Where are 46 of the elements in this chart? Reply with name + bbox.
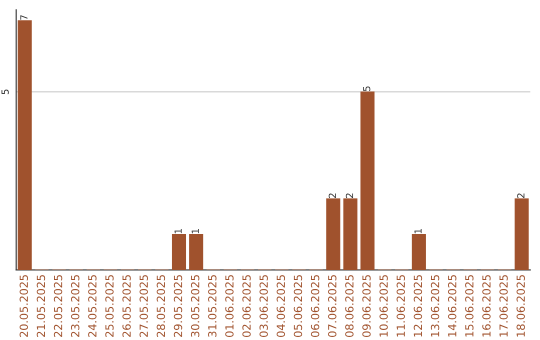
data-label: 1 <box>414 229 422 234</box>
x-tick-label: 30.05.2025 <box>190 275 200 337</box>
data-label: 2 <box>517 193 524 198</box>
x-tick-label: 03.06.2025 <box>259 275 268 338</box>
x-tick-label: 18.06.2025 <box>516 275 525 337</box>
x-tick-label: 24.05.2025 <box>88 275 97 337</box>
data-label: 2 <box>328 193 336 198</box>
x-tick-label: 02.06.2025 <box>242 275 251 338</box>
x-tick-label: 13.06.2025 <box>430 275 440 337</box>
x-tick-label: 23.05.2025 <box>70 275 80 337</box>
x-tick-label: 14.06.2025 <box>448 275 456 337</box>
x-tick-label: 12.06.2025 <box>414 275 422 337</box>
x-tick-label: 11.06.2025 <box>396 275 405 337</box>
bar <box>326 198 340 270</box>
x-tick-label: 06.06.2025 <box>310 275 320 338</box>
data-label: 1 <box>174 229 182 234</box>
bar <box>343 198 358 270</box>
data-label: 1 <box>192 229 199 234</box>
x-tick-label: 31.05.2025 <box>208 275 216 337</box>
x-tick-label: 20.05.2025 <box>20 275 28 337</box>
bar <box>360 91 375 270</box>
bar <box>514 198 529 270</box>
x-tick-label: 16.06.2025 <box>482 275 491 337</box>
x-tick-label: 07.06.2025 <box>328 275 336 338</box>
x-tick-label: 22.05.2025 <box>54 275 62 337</box>
bar <box>172 234 186 270</box>
data-label: 2 <box>346 193 354 198</box>
bar <box>189 234 204 270</box>
x-tick-label: 21.05.2025 <box>36 275 46 337</box>
x-tick-label: 08.06.2025 <box>345 275 354 338</box>
x-tick-label: 09.06.2025 <box>362 275 371 338</box>
x-tick-label: 26.05.2025 <box>122 275 131 337</box>
bar <box>412 234 426 270</box>
x-tick-label: 01.06.2025 <box>225 275 234 338</box>
data-label: 5 <box>363 86 370 92</box>
x-tick-label: 27.05.2025 <box>140 275 148 337</box>
data-label: 7 <box>20 15 28 20</box>
x-tick-label: 25.05.2025 <box>105 275 114 337</box>
x-tick-label: 15.06.2025 <box>465 275 474 337</box>
x-tick-label: 10.06.2025 <box>379 275 388 337</box>
x-tick-label: 28.05.2025 <box>156 275 166 337</box>
x-tick-label: 04.06.2025 <box>276 275 286 338</box>
bar <box>18 20 32 270</box>
x-tick-label: 17.06.2025 <box>499 275 508 337</box>
x-tick-label: 29.05.2025 <box>174 275 182 337</box>
x-tick-label: 05.06.2025 <box>294 275 302 338</box>
